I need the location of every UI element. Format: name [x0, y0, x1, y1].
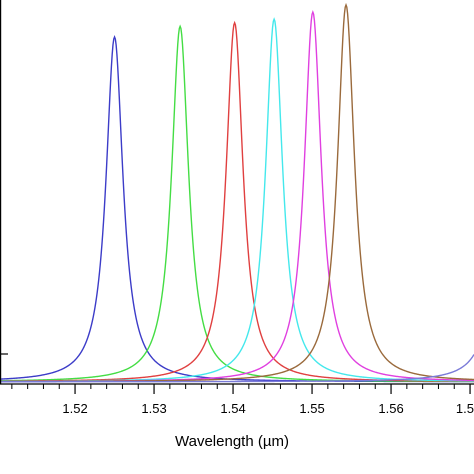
axis-layer	[0, 0, 474, 385]
x-tick-label: 1.53	[141, 401, 166, 416]
x-tick-label: 1.54	[220, 401, 245, 416]
series-line-7	[0, 354, 474, 383]
x-tick-label: 1.5	[456, 401, 474, 416]
series-layer	[0, 2, 474, 383]
x-axis-title: Wavelength (µm)	[175, 433, 289, 450]
x-tick-label: 1.52	[62, 401, 87, 416]
x-tick-label: 1.55	[299, 401, 324, 416]
tick-layer: 1.52 1.53 1.54 1.55 1.56 1.5	[0, 353, 474, 416]
x-tick-label: 1.56	[378, 401, 403, 416]
